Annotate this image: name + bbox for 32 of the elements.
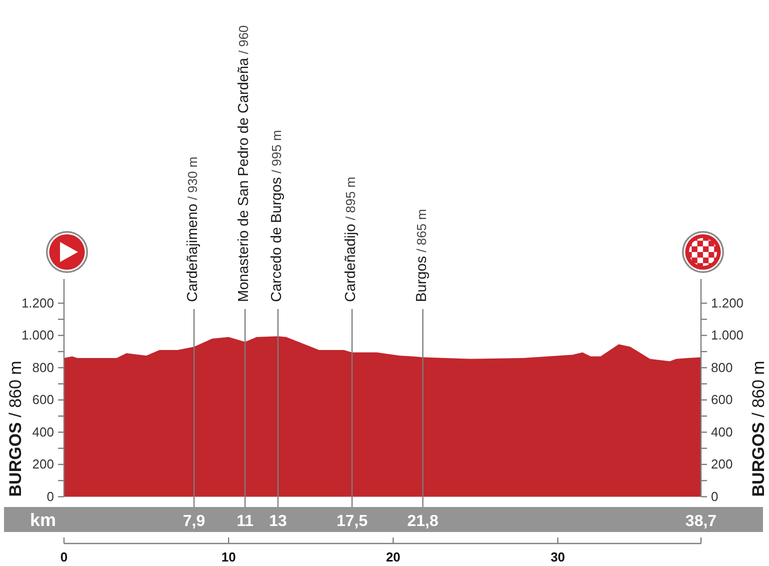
x-tick-label: 20 bbox=[386, 550, 400, 564]
x2-tick-label: 21,8 bbox=[407, 513, 438, 530]
y2-tick-label: 400 bbox=[711, 424, 733, 440]
ref-line-label: Cardeñajimeno / 930 m bbox=[185, 156, 202, 302]
y2-tick-label: 0 bbox=[711, 488, 718, 504]
y2-axis-title: BURGOS / 860 m bbox=[749, 360, 768, 497]
y-tick-label: 1.200 bbox=[21, 295, 54, 310]
ref-line-label: Burgos / 865 m bbox=[414, 209, 430, 302]
y-tick-label: 600 bbox=[32, 392, 54, 408]
ref-line-label: Monasterio de San Pedro de Cardeña / 960 bbox=[236, 25, 252, 302]
ref-line-label: Cardeñadijo / 895 m bbox=[343, 176, 360, 302]
y-tick-label: 200 bbox=[32, 456, 54, 472]
ref-line-label: Carcedo de Burgos / 995 m bbox=[268, 130, 285, 302]
x-tick-label: 10 bbox=[221, 550, 236, 564]
x2-tick-label: 7,9 bbox=[182, 513, 206, 530]
y2-tick-label: 800 bbox=[711, 360, 733, 375]
x-tick-label: 30 bbox=[550, 550, 566, 564]
x-tick-label: 0 bbox=[60, 550, 68, 564]
y-tick-label: 400 bbox=[32, 424, 54, 440]
x2-tick-label: 17,5 bbox=[336, 513, 368, 530]
x2-axis-title: km bbox=[30, 510, 56, 530]
y-tick-label: 0 bbox=[46, 488, 54, 504]
y-axis-title: BURGOS / 860 m bbox=[6, 360, 25, 497]
x2-tick-label: 13 bbox=[269, 513, 287, 530]
y2-tick-label: 200 bbox=[711, 456, 733, 472]
y-tick-label: 800 bbox=[32, 360, 54, 375]
y2-tick-label: 1.200 bbox=[711, 295, 744, 310]
x2-tick-label: 38,7 bbox=[685, 513, 717, 530]
y2-tick-label: 600 bbox=[711, 392, 733, 408]
y2-tick-label: 1.000 bbox=[711, 328, 744, 343]
x2-tick-label: 11 bbox=[236, 513, 254, 530]
y-tick-label: 1.000 bbox=[21, 328, 54, 343]
